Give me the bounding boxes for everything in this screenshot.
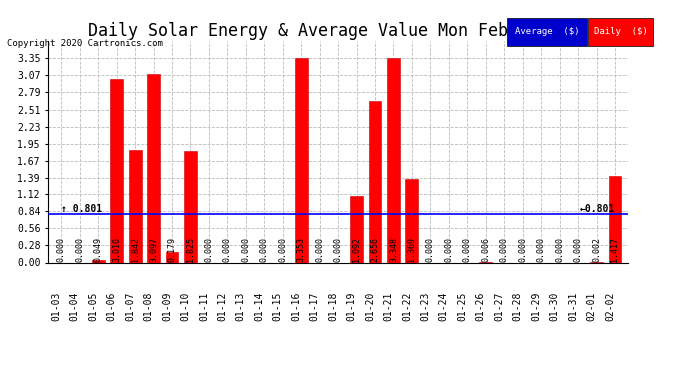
Text: 0.000: 0.000	[333, 237, 343, 262]
Text: 3.097: 3.097	[149, 237, 158, 262]
Text: 01-27: 01-27	[494, 291, 504, 321]
Text: 01-08: 01-08	[144, 291, 153, 321]
Text: 0.000: 0.000	[259, 237, 269, 262]
Text: Copyright 2020 Cartronics.com: Copyright 2020 Cartronics.com	[7, 39, 163, 48]
Text: 3.010: 3.010	[112, 237, 121, 262]
Text: 0.000: 0.000	[444, 237, 453, 262]
Text: 01-04: 01-04	[70, 291, 79, 321]
Text: 01-06: 01-06	[106, 291, 117, 321]
Text: 0.179: 0.179	[168, 237, 177, 262]
Text: 01-05: 01-05	[88, 291, 98, 321]
Text: 01-26: 01-26	[476, 291, 486, 321]
Text: 1.842: 1.842	[130, 237, 139, 262]
Text: 02-01: 02-01	[586, 291, 597, 321]
Text: 0.000: 0.000	[537, 237, 546, 262]
Bar	[387, 58, 400, 262]
Bar	[295, 58, 308, 262]
Text: 01-25: 01-25	[457, 291, 467, 321]
Text: 01-28: 01-28	[513, 291, 523, 321]
Bar	[184, 151, 197, 262]
Text: 01-24: 01-24	[439, 291, 449, 321]
Text: 01-11: 01-11	[199, 291, 209, 321]
Text: 01-07: 01-07	[125, 291, 135, 321]
Bar	[166, 252, 179, 262]
Text: 01-10: 01-10	[180, 291, 190, 321]
Text: 0.000: 0.000	[518, 237, 527, 262]
Text: 0.000: 0.000	[241, 237, 250, 262]
Text: 1.825: 1.825	[186, 237, 195, 262]
Text: 0.000: 0.000	[573, 237, 582, 262]
Text: Average  ($): Average ($)	[515, 27, 579, 36]
Text: 01-22: 01-22	[402, 291, 412, 321]
Text: ↑ 0.801: ↑ 0.801	[61, 204, 102, 214]
Text: 1.092: 1.092	[352, 237, 361, 262]
Text: Daily  ($): Daily ($)	[594, 27, 647, 36]
Bar	[92, 260, 105, 262]
Text: 01-13: 01-13	[236, 291, 246, 321]
Text: 0.000: 0.000	[426, 237, 435, 262]
Text: 0.000: 0.000	[463, 237, 472, 262]
Title: Daily Solar Energy & Average Value Mon Feb 3 17:03: Daily Solar Energy & Average Value Mon F…	[88, 22, 588, 40]
Bar	[147, 74, 160, 262]
Text: 0.000: 0.000	[75, 237, 84, 262]
Text: 01-19: 01-19	[346, 291, 357, 321]
Text: 0.000: 0.000	[223, 237, 232, 262]
Text: 01-15: 01-15	[273, 291, 283, 321]
Text: 1.369: 1.369	[407, 237, 417, 262]
Text: 0.000: 0.000	[204, 237, 213, 262]
Text: 1.417: 1.417	[611, 237, 620, 262]
Text: 01-14: 01-14	[255, 291, 264, 321]
Text: 0.002: 0.002	[592, 237, 601, 262]
Text: 01-21: 01-21	[384, 291, 393, 321]
Text: 0.000: 0.000	[278, 237, 287, 262]
Text: 01-18: 01-18	[328, 291, 338, 321]
Bar	[128, 150, 141, 262]
Text: 01-12: 01-12	[217, 291, 227, 321]
Text: 01-20: 01-20	[365, 291, 375, 321]
Text: 0.000: 0.000	[555, 237, 564, 262]
Text: 01-23: 01-23	[420, 291, 431, 321]
Text: 01-31: 01-31	[568, 291, 578, 321]
Text: 0.006: 0.006	[481, 237, 491, 262]
Bar	[368, 100, 382, 262]
Bar	[110, 79, 123, 262]
Text: 01-30: 01-30	[550, 291, 560, 321]
Text: 01-09: 01-09	[162, 291, 172, 321]
Bar	[406, 179, 418, 262]
Text: 0.000: 0.000	[57, 237, 66, 262]
Text: 0.000: 0.000	[315, 237, 324, 262]
Text: 3.348: 3.348	[389, 237, 398, 262]
Text: 0.049: 0.049	[94, 237, 103, 262]
Text: ←0.801: ←0.801	[580, 204, 615, 214]
Text: 01-16: 01-16	[291, 291, 301, 321]
Text: 2.656: 2.656	[371, 237, 380, 262]
Text: 01-29: 01-29	[531, 291, 541, 321]
Text: 02-02: 02-02	[605, 291, 615, 321]
Bar	[350, 196, 363, 262]
Bar	[609, 176, 622, 262]
Text: 0.000: 0.000	[500, 237, 509, 262]
Text: 01-17: 01-17	[310, 291, 319, 321]
Text: 01-03: 01-03	[51, 291, 61, 321]
Text: 3.353: 3.353	[297, 237, 306, 262]
